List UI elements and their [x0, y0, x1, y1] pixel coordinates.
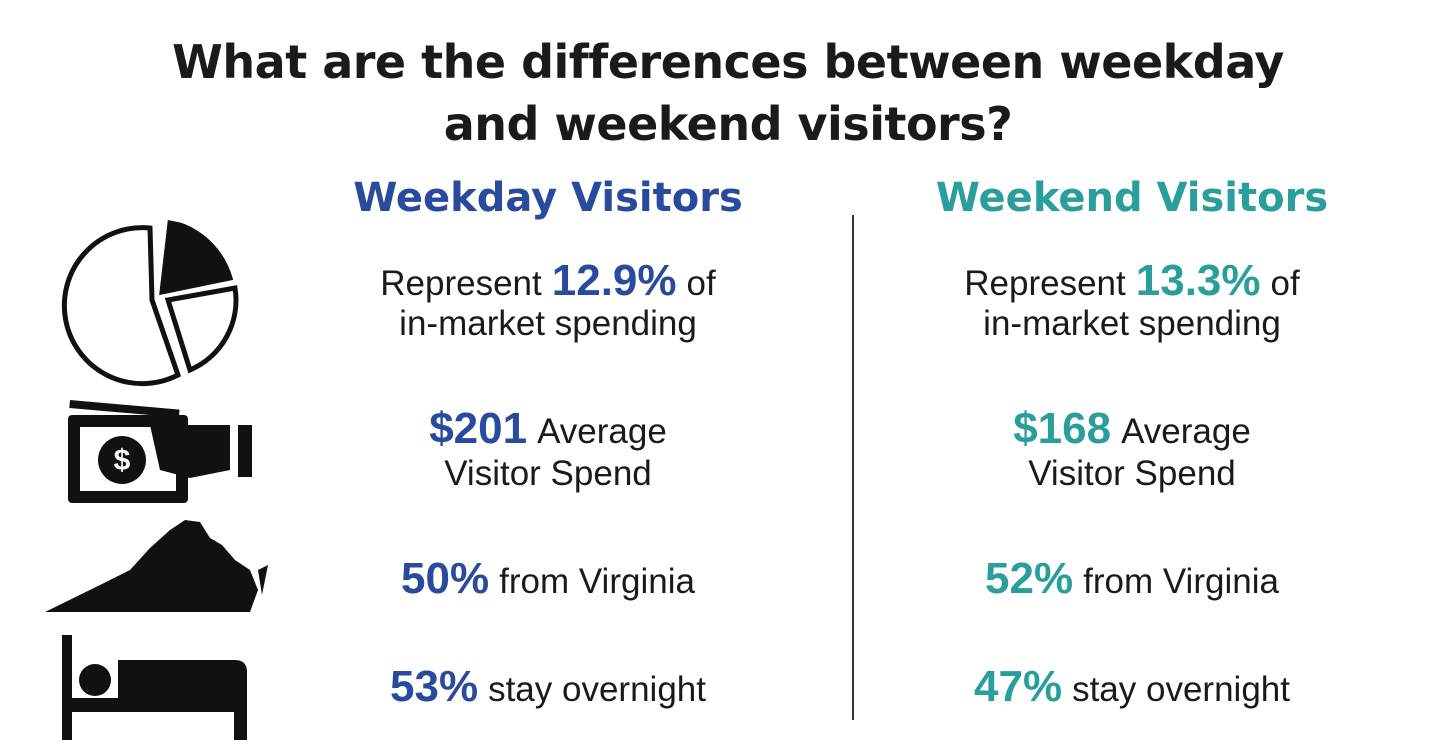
pie-icon [61, 220, 239, 387]
text: of [686, 264, 716, 303]
text: Visitor Spend [444, 454, 652, 493]
text-line: in-market spending [832, 304, 1432, 344]
text: in-market spending [399, 304, 697, 343]
text: stay overnight [488, 670, 706, 709]
text: in-market spending [983, 304, 1281, 343]
text: of [1270, 264, 1300, 303]
text-line: 52% from Virginia [832, 554, 1432, 604]
text: Average [537, 412, 667, 451]
highlight: 47% [974, 662, 1063, 711]
text-line: in-market spending [248, 304, 848, 344]
highlight: $168 [1013, 404, 1112, 453]
text-line: $201 Average [248, 404, 848, 454]
text: Visitor Spend [1028, 454, 1236, 493]
text-line: 47% stay overnight [832, 662, 1432, 712]
text: from Virginia [1083, 562, 1279, 601]
text: stay overnight [1072, 670, 1290, 709]
highlight: 52% [985, 554, 1074, 603]
text: Represent [380, 264, 542, 303]
text-line: Visitor Spend [248, 454, 848, 494]
highlight: 13.3% [1135, 256, 1261, 305]
column-heading: Weekday Visitors [353, 175, 743, 221]
text-line: 50% from Virginia [248, 554, 848, 604]
svg-text:$: $ [114, 444, 131, 477]
text: from Virginia [499, 562, 695, 601]
highlight: $201 [429, 404, 528, 453]
text-line: Represent 12.9% of [248, 256, 848, 306]
highlight: 53% [390, 662, 479, 711]
text: Average [1121, 412, 1251, 451]
highlight: 50% [401, 554, 490, 603]
title-line: What are the differences between weekday [172, 35, 1284, 89]
bed-icon [62, 635, 247, 740]
title-line: and weekend visitors? [443, 97, 1013, 151]
money-icon: $ [68, 400, 252, 503]
divider [852, 215, 854, 720]
icons: $ [45, 220, 268, 740]
text: Represent [964, 264, 1126, 303]
text-line: $168 Average [832, 404, 1432, 454]
text-line: Visitor Spend [832, 454, 1432, 494]
highlight: 12.9% [551, 256, 677, 305]
text-line: 53% stay overnight [248, 662, 848, 712]
column-heading: Weekend Visitors [935, 175, 1329, 221]
virginia-icon [45, 520, 268, 612]
text-line: Represent 13.3% of [832, 256, 1432, 306]
